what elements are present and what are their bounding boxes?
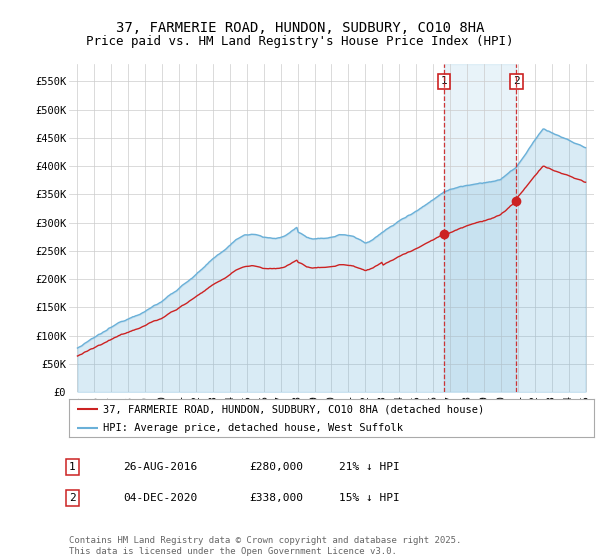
Bar	[444, 64, 517, 392]
Text: 26-AUG-2016: 26-AUG-2016	[123, 462, 197, 472]
Text: £338,000: £338,000	[249, 493, 303, 503]
Text: 1: 1	[69, 462, 76, 472]
Text: 37, FARMERIE ROAD, HUNDON, SUDBURY, CO10 8HA (detached house): 37, FARMERIE ROAD, HUNDON, SUDBURY, CO10…	[103, 404, 484, 414]
Text: Contains HM Land Registry data © Crown copyright and database right 2025.
This d: Contains HM Land Registry data © Crown c…	[69, 536, 461, 556]
Text: Price paid vs. HM Land Registry's House Price Index (HPI): Price paid vs. HM Land Registry's House …	[86, 35, 514, 48]
Text: 15% ↓ HPI: 15% ↓ HPI	[339, 493, 400, 503]
Text: HPI: Average price, detached house, West Suffolk: HPI: Average price, detached house, West…	[103, 423, 403, 433]
Text: 37, FARMERIE ROAD, HUNDON, SUDBURY, CO10 8HA: 37, FARMERIE ROAD, HUNDON, SUDBURY, CO10…	[116, 21, 484, 35]
Text: 1: 1	[441, 76, 448, 86]
Text: £280,000: £280,000	[249, 462, 303, 472]
Text: 2: 2	[69, 493, 76, 503]
Text: 2: 2	[513, 76, 520, 86]
Text: 04-DEC-2020: 04-DEC-2020	[123, 493, 197, 503]
Text: 21% ↓ HPI: 21% ↓ HPI	[339, 462, 400, 472]
